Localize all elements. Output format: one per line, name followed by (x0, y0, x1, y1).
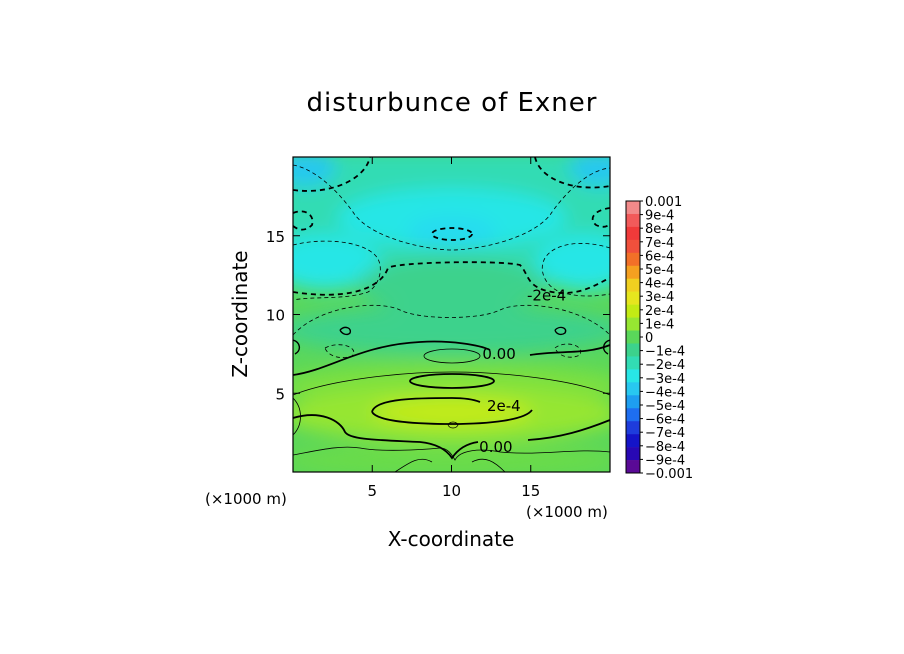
colorbar-segment (626, 356, 640, 370)
x-tick-label: 5 (367, 482, 377, 500)
colorbar-label: −0.001 (645, 467, 693, 482)
colorbar-segment (626, 460, 640, 474)
colorbar: 0.0019e-48e-47e-46e-45e-44e-43e-42e-41e-… (625, 195, 693, 482)
colorbar-label: 7e-4 (645, 236, 674, 251)
colorbar-label: 4e-4 (645, 277, 674, 292)
colorbar-segment (626, 239, 640, 254)
colorbar-segment (626, 213, 640, 228)
colorbar-segment (626, 369, 640, 383)
contour-label-text: -2e-4 (527, 287, 566, 305)
colorbar-segment (626, 278, 640, 292)
colorbar-segment (626, 291, 640, 305)
colorbar-label: −8e-4 (645, 440, 685, 455)
x-axis-label: X-coordinate (387, 527, 515, 551)
x-tick-label: 15 (521, 482, 540, 500)
colorbar-label: 1e-4 (645, 317, 674, 332)
contour-labels: -2e-4 0.00 2e-4 0.00 (479, 287, 566, 456)
contour-label: 0.00 (479, 438, 512, 456)
y-tick-label: 15 (266, 228, 285, 246)
colorbar-segment (626, 421, 640, 435)
colorbar-segment (626, 304, 640, 318)
contour-label-text: 0.00 (479, 438, 512, 456)
colorbar-label: 5e-4 (645, 263, 674, 278)
colorbar-label: 2e-4 (645, 304, 674, 319)
colorbar-segment (626, 382, 640, 396)
colorbar-segment (626, 447, 640, 461)
z-unit-label: (×1000 m) (205, 490, 287, 508)
y-tick-label: 5 (275, 385, 285, 403)
chart-title: disturbunce of Exner (306, 88, 598, 118)
colorbar-label: 6e-4 (645, 249, 674, 264)
colorbar-segment (626, 408, 640, 422)
contour-lines (293, 157, 610, 472)
colorbar-label: −9e-4 (645, 453, 685, 468)
colorbar-label: −5e-4 (645, 399, 685, 414)
colorbar-label: −3e-4 (645, 372, 685, 387)
colorbar-label: −2e-4 (645, 358, 685, 373)
y-axis-ticks: 5 10 15 (266, 228, 610, 403)
contour-label: 0.00 (482, 345, 515, 363)
x-tick-label: 10 (442, 482, 461, 500)
colorbar-label: 3e-4 (645, 290, 674, 305)
colorbar-label: 9e-4 (645, 209, 674, 224)
field-area: -2e-4 0.00 2e-4 0.00 (293, 157, 610, 472)
colorbar-label: 8e-4 (645, 222, 674, 237)
contour-label-text: 0.00 (482, 345, 515, 363)
colorbar-segment (626, 330, 640, 344)
x-unit-label: (×1000 m) (526, 503, 608, 521)
field-color-blobs (293, 157, 610, 472)
colorbar-label: 0 (645, 331, 653, 346)
colorbar-segment (626, 201, 640, 215)
colorbar-label: −1e-4 (645, 345, 685, 360)
colorbar-segment (626, 252, 640, 267)
colorbar-label: 0.001 (645, 195, 682, 210)
colorbar-segment (626, 226, 640, 241)
contour-label-text: 2e-4 (487, 397, 521, 415)
y-tick-label: 10 (266, 307, 285, 325)
colorbar-segment (626, 434, 640, 448)
colorbar-segment (626, 265, 640, 280)
colorbar-label: −7e-4 (645, 426, 685, 441)
colorbar-segment (626, 395, 640, 409)
colorbar-label: −4e-4 (645, 385, 685, 400)
contour-label: -2e-4 (527, 287, 566, 305)
colorbar-segment (626, 343, 640, 357)
colorbar-segment (626, 317, 640, 331)
x-axis-ticks: 5 10 15 (367, 157, 540, 500)
contour-label: 2e-4 (487, 397, 521, 415)
colorbar-label: −6e-4 (645, 413, 685, 428)
